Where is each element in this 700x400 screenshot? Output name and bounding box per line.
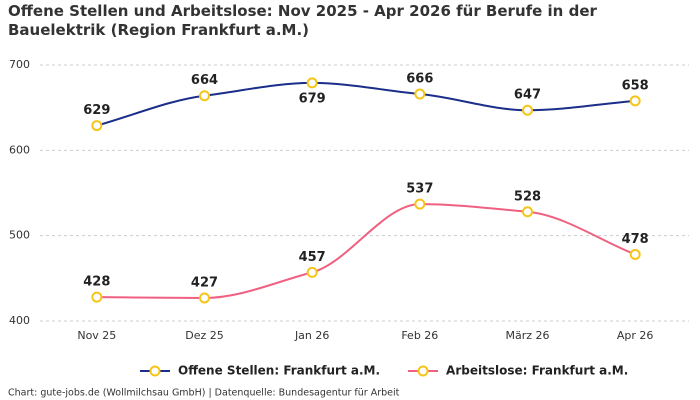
marker (91, 120, 103, 132)
marker (199, 292, 210, 304)
y-tick-label: 400 (9, 314, 30, 327)
data-label: 658 (622, 78, 649, 93)
x-tick-label: Apr 26 (617, 329, 654, 342)
series-line (96, 81, 636, 127)
x-tick-label: Feb 26 (401, 329, 438, 342)
marker (91, 291, 103, 303)
data-label: 647 (514, 88, 541, 103)
marker (629, 248, 641, 260)
data-label: 528 (514, 189, 541, 204)
marker (522, 206, 533, 218)
x-tick-label: Nov 25 (77, 329, 116, 342)
legend-marker[interactable] (149, 365, 161, 377)
marker (522, 104, 533, 116)
legend-label[interactable]: Arbeitslose: Frankfurt a.M. (446, 364, 628, 378)
data-label: 428 (83, 275, 110, 290)
marker (414, 198, 426, 210)
marker (199, 90, 210, 102)
data-label: 427 (191, 275, 218, 290)
legend-label[interactable]: Offene Stellen: Frankfurt a.M. (178, 364, 380, 378)
y-tick-label: 600 (9, 143, 30, 156)
marker (629, 95, 641, 107)
data-label: 666 (406, 72, 433, 87)
legend-marker[interactable] (417, 365, 429, 377)
data-label: 457 (299, 250, 326, 265)
x-tick-label: März 26 (505, 329, 549, 342)
data-label: 679 (299, 91, 326, 106)
y-tick-label: 500 (9, 229, 30, 242)
series-line (96, 203, 636, 299)
x-tick-label: Jan 26 (294, 329, 329, 342)
data-label: 478 (622, 232, 649, 247)
footer: Chart: gute-jobs.de (Wollmilchsau GmbH) … (8, 388, 400, 399)
data-label: 537 (406, 182, 433, 197)
marker (414, 88, 426, 100)
data-label: 629 (83, 103, 110, 118)
chart-title: Offene Stellen und Arbeitslose: Nov 2025… (8, 2, 597, 39)
y-tick-label: 700 (9, 58, 30, 71)
marker (306, 266, 318, 278)
marker (306, 77, 318, 89)
x-tick-label: Dez 25 (185, 329, 224, 342)
data-label: 664 (191, 73, 218, 88)
